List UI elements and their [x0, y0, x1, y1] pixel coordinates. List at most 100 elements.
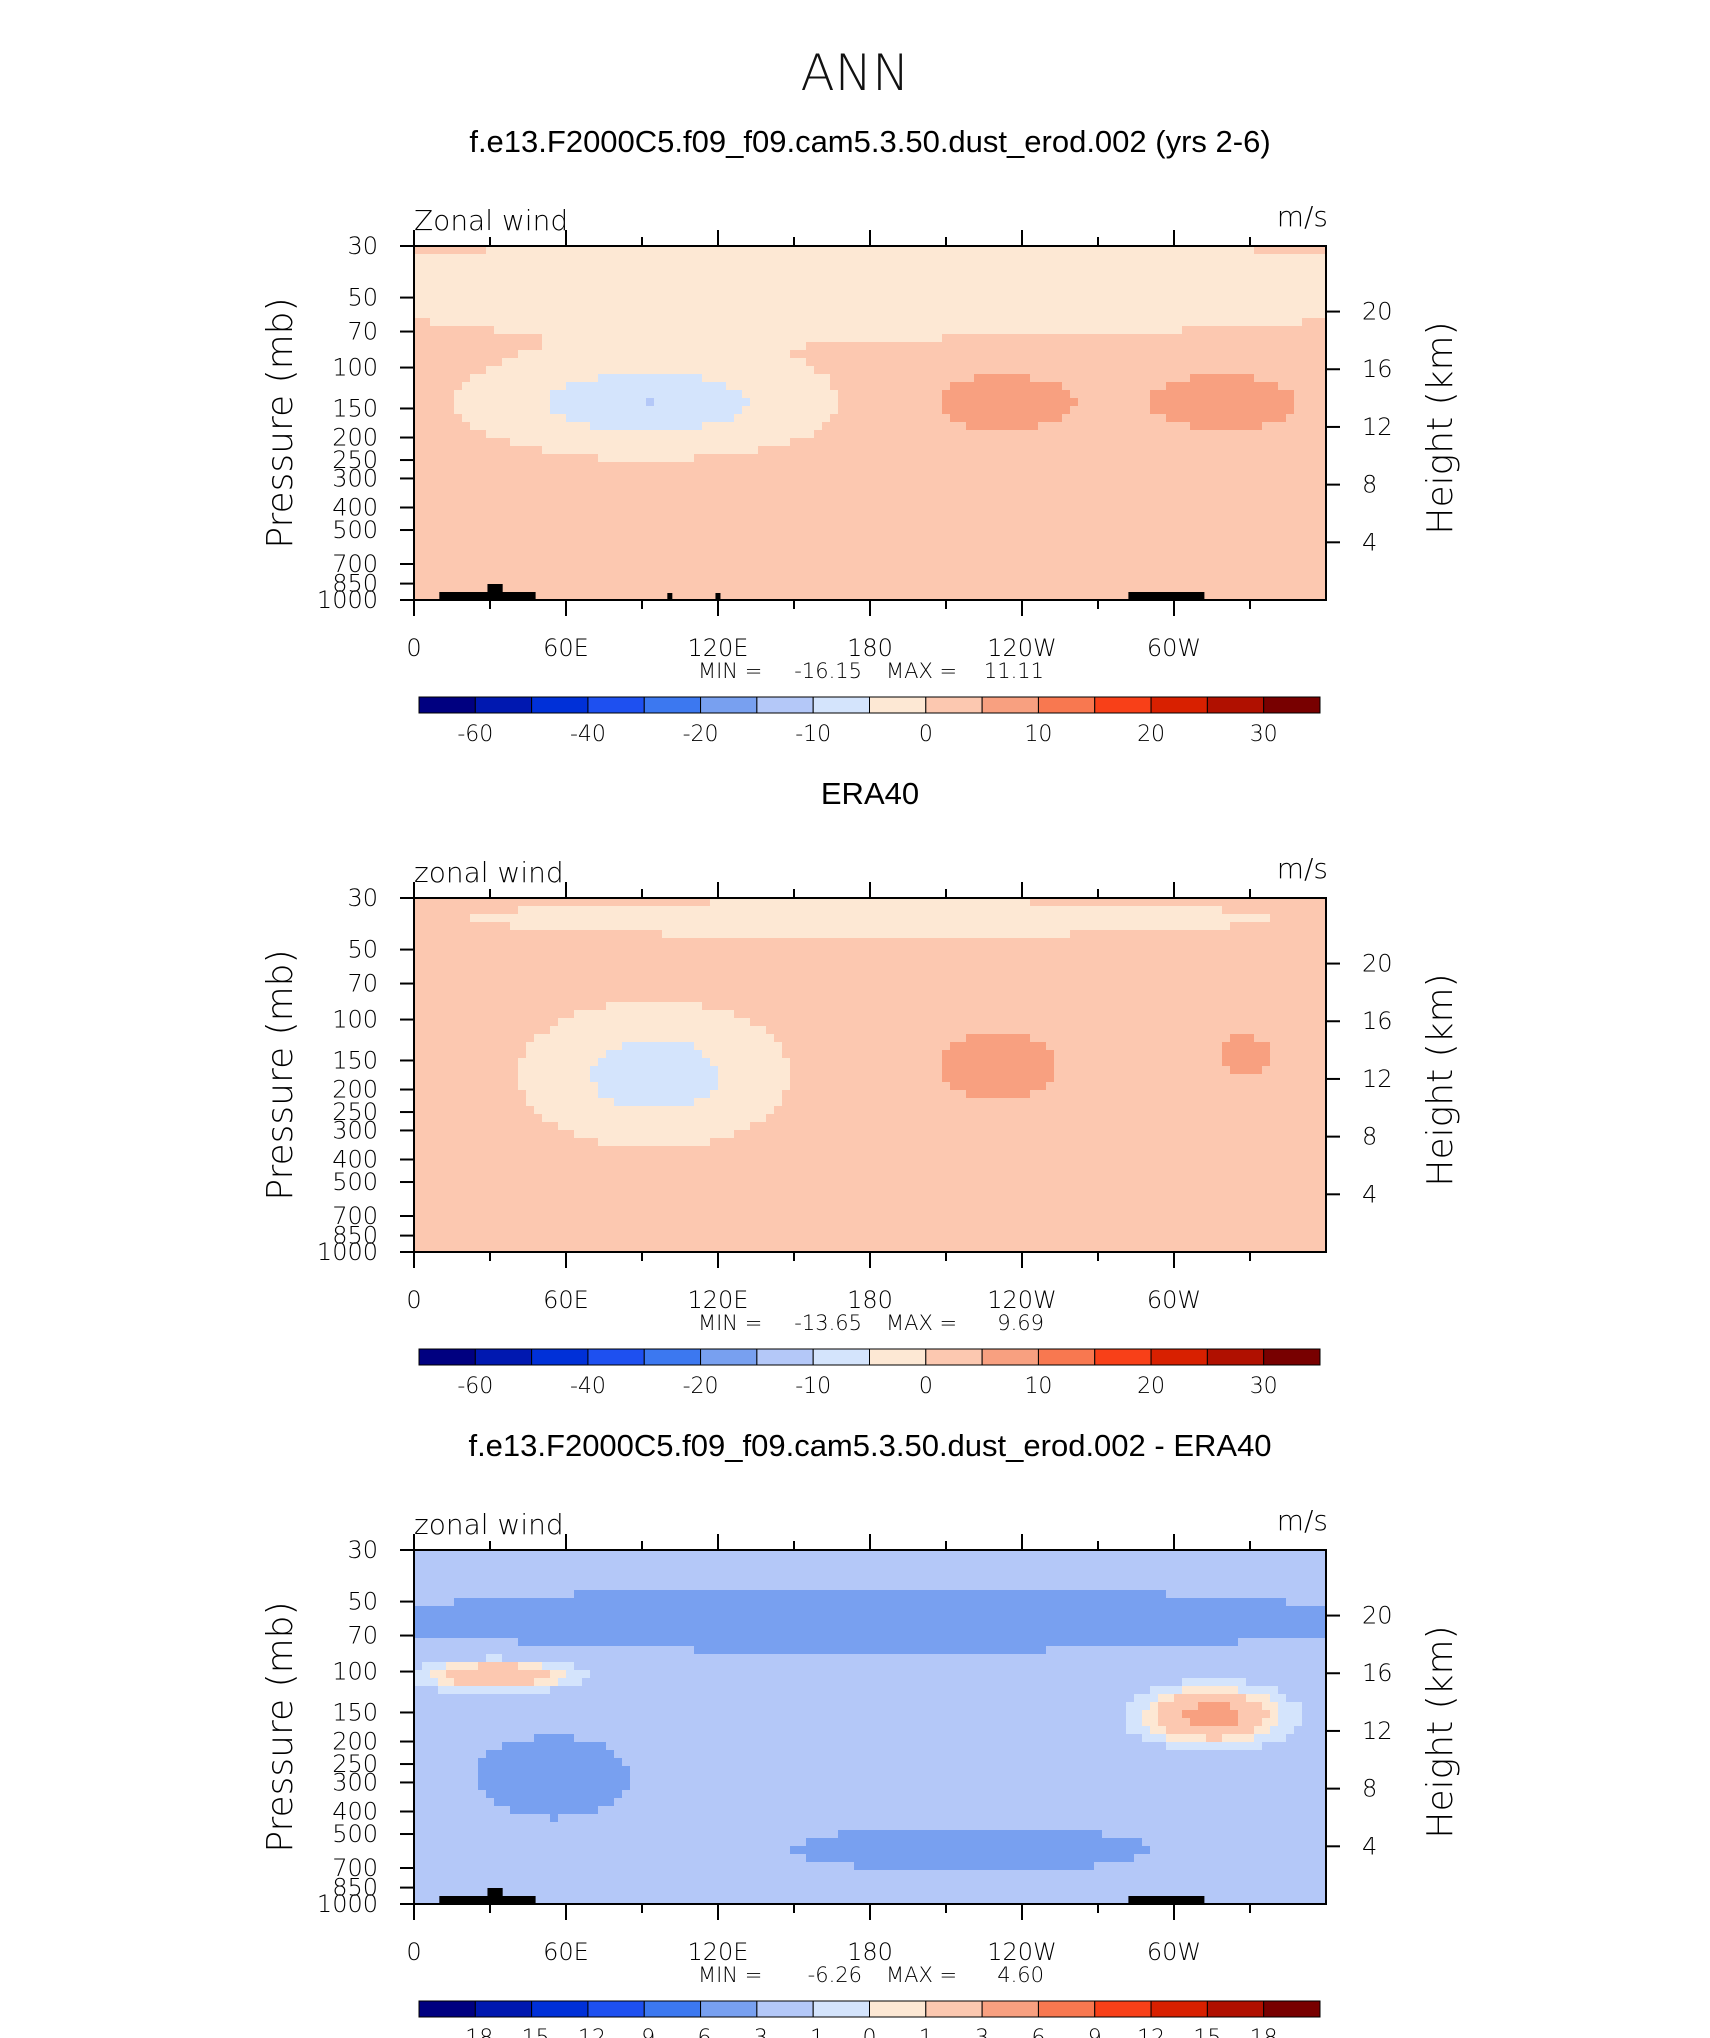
- y-ticks-right: [1326, 310, 1340, 544]
- colorbar-box: [531, 2000, 589, 2018]
- colorbar-box: [1037, 696, 1096, 714]
- colorbar-box: [869, 2000, 927, 2018]
- y-tick-label: 100: [332, 1006, 378, 1034]
- y-tick-label-right: 20: [1362, 950, 1393, 978]
- colorbar-label: -9: [633, 2026, 655, 2038]
- colorbar-box: [531, 696, 589, 714]
- topography-1: [439, 584, 1205, 600]
- colorbar-box: [1263, 696, 1321, 714]
- units-label: m/s: [1277, 200, 1328, 233]
- min-value: -16.15: [794, 659, 862, 683]
- units-label: m/s: [1277, 1504, 1328, 1537]
- colorbar-box: [1206, 2000, 1265, 2018]
- colorbar-box: [981, 696, 1039, 714]
- colorbar-label: -6: [690, 2026, 712, 2038]
- y-ticks-right: [1326, 1614, 1340, 1848]
- heatmap-field-3: [414, 1550, 1326, 1904]
- colorbar-box: [587, 696, 645, 714]
- y-tick-label-right: 4: [1362, 1180, 1377, 1208]
- x-tick-label: 120E: [688, 634, 749, 662]
- chart-title: f.e13.F2000C5.f09_f09.cam5.3.50.dust_ero…: [468, 1428, 1271, 1463]
- variable-label: zonal wind: [414, 1508, 564, 1541]
- colorbar-box: [474, 696, 533, 714]
- y-tick-label: 300: [332, 1116, 378, 1144]
- y-tick-label: 150: [332, 394, 378, 422]
- chart-panel-1: f.e13.F2000C5.f09_f09.cam5.3.50.dust_ero…: [260, 124, 1461, 747]
- y-tick-label: 70: [347, 318, 378, 346]
- colorbar: -60 -40 -20 -10 0 10 20 30: [418, 696, 1321, 747]
- y-tick-label: 850: [332, 1222, 378, 1250]
- y-tick-label-right: 4: [1362, 528, 1377, 556]
- y-tick-label-right: 12: [1362, 1717, 1393, 1745]
- colorbar-label: -3: [746, 2026, 768, 2038]
- colorbar-label: -60: [457, 722, 493, 747]
- y-tick-label-right: 16: [1362, 355, 1393, 383]
- colorbar-box: [1037, 2000, 1096, 2018]
- colorbar-box: [1150, 2000, 1208, 2018]
- colorbar-box: [925, 696, 983, 714]
- colorbar-box: [418, 1348, 476, 1366]
- colorbar-box: [587, 1348, 645, 1366]
- x-tick-label: 0: [406, 634, 421, 662]
- chart-panel-3: f.e13.F2000C5.f09_f09.cam5.3.50.dust_ero…: [260, 1428, 1461, 2038]
- colorbar-label: 12: [1137, 2026, 1165, 2038]
- colorbar-box: [643, 696, 702, 714]
- x-tick-label: 60E: [543, 1938, 589, 1966]
- y-tick-label: 500: [332, 1168, 378, 1196]
- colorbar-label: 20: [1137, 1374, 1165, 1399]
- y-tick-label: 1000: [317, 1238, 378, 1266]
- colorbar-label: 1: [919, 2026, 933, 2038]
- x-tick-label: 180: [847, 634, 893, 662]
- y-tick-label: 250: [332, 1750, 378, 1778]
- colorbar-box: [700, 1348, 758, 1366]
- x-tick-label: 120W: [987, 634, 1057, 662]
- colorbar-box: [869, 696, 927, 714]
- colorbar-label: -10: [795, 1374, 831, 1399]
- min-label: MIN =: [698, 1963, 762, 1987]
- colorbar-label: -20: [683, 722, 719, 747]
- y-axis-label-right: Height (km): [1420, 1625, 1461, 1838]
- chart-title: ERA40: [821, 776, 919, 811]
- colorbar-box: [756, 1348, 814, 1366]
- y-tick-label: 1000: [317, 1890, 378, 1918]
- figure-title: ANN: [800, 44, 909, 102]
- x-tick-label: 60E: [543, 1286, 589, 1314]
- colorbar-box: [812, 2000, 870, 2018]
- y-axis-label: Pressure (mb): [260, 1601, 301, 1852]
- y-tick-label: 700: [332, 550, 378, 578]
- y-ticks-right: [1326, 962, 1340, 1196]
- colorbar-label: 0: [919, 1374, 933, 1399]
- variable-label: Zonal wind: [414, 204, 568, 237]
- colorbar-label: 6: [1031, 2026, 1045, 2038]
- min-label: MIN =: [698, 659, 762, 683]
- units-label: m/s: [1277, 852, 1328, 885]
- y-tick-label: 700: [332, 1854, 378, 1882]
- colorbar: -18 -15 -12 -9 -6 -3 -1 0 1 3 6 9 12 15 18: [418, 2000, 1321, 2038]
- y-tick-label: 700: [332, 1202, 378, 1230]
- x-tick-label: 60W: [1147, 1286, 1201, 1314]
- colorbar-box: [418, 2000, 476, 2018]
- colorbar-label: -18: [457, 2026, 493, 2038]
- x-ticks: [413, 230, 1251, 616]
- max-label: MAX =: [886, 1963, 957, 1987]
- colorbar-box: [925, 1348, 983, 1366]
- colorbar-box: [1263, 1348, 1321, 1366]
- y-tick-label: 200: [332, 424, 378, 452]
- max-value: 9.69: [997, 1311, 1044, 1335]
- y-axis-label: Pressure (mb): [260, 297, 301, 548]
- y-tick-label: 30: [347, 232, 378, 260]
- y-tick-label: 200: [332, 1728, 378, 1756]
- y-tick-label-right: 16: [1362, 1659, 1393, 1687]
- y-tick-label-right: 12: [1362, 1065, 1393, 1093]
- colorbar-label: -40: [570, 1374, 606, 1399]
- colorbar-box: [981, 2000, 1039, 2018]
- topography-3: [439, 1888, 1205, 1904]
- colorbar-box: [812, 696, 870, 714]
- colorbar-label: 30: [1250, 1374, 1278, 1399]
- x-tick-label: 0: [406, 1938, 421, 1966]
- x-tick-label: 60W: [1147, 1938, 1201, 1966]
- y-tick-label-right: 16: [1362, 1007, 1393, 1035]
- y-axis-label: Pressure (mb): [260, 949, 301, 1200]
- y-tick-label: 400: [332, 493, 378, 521]
- variable-label: zonal wind: [414, 856, 564, 889]
